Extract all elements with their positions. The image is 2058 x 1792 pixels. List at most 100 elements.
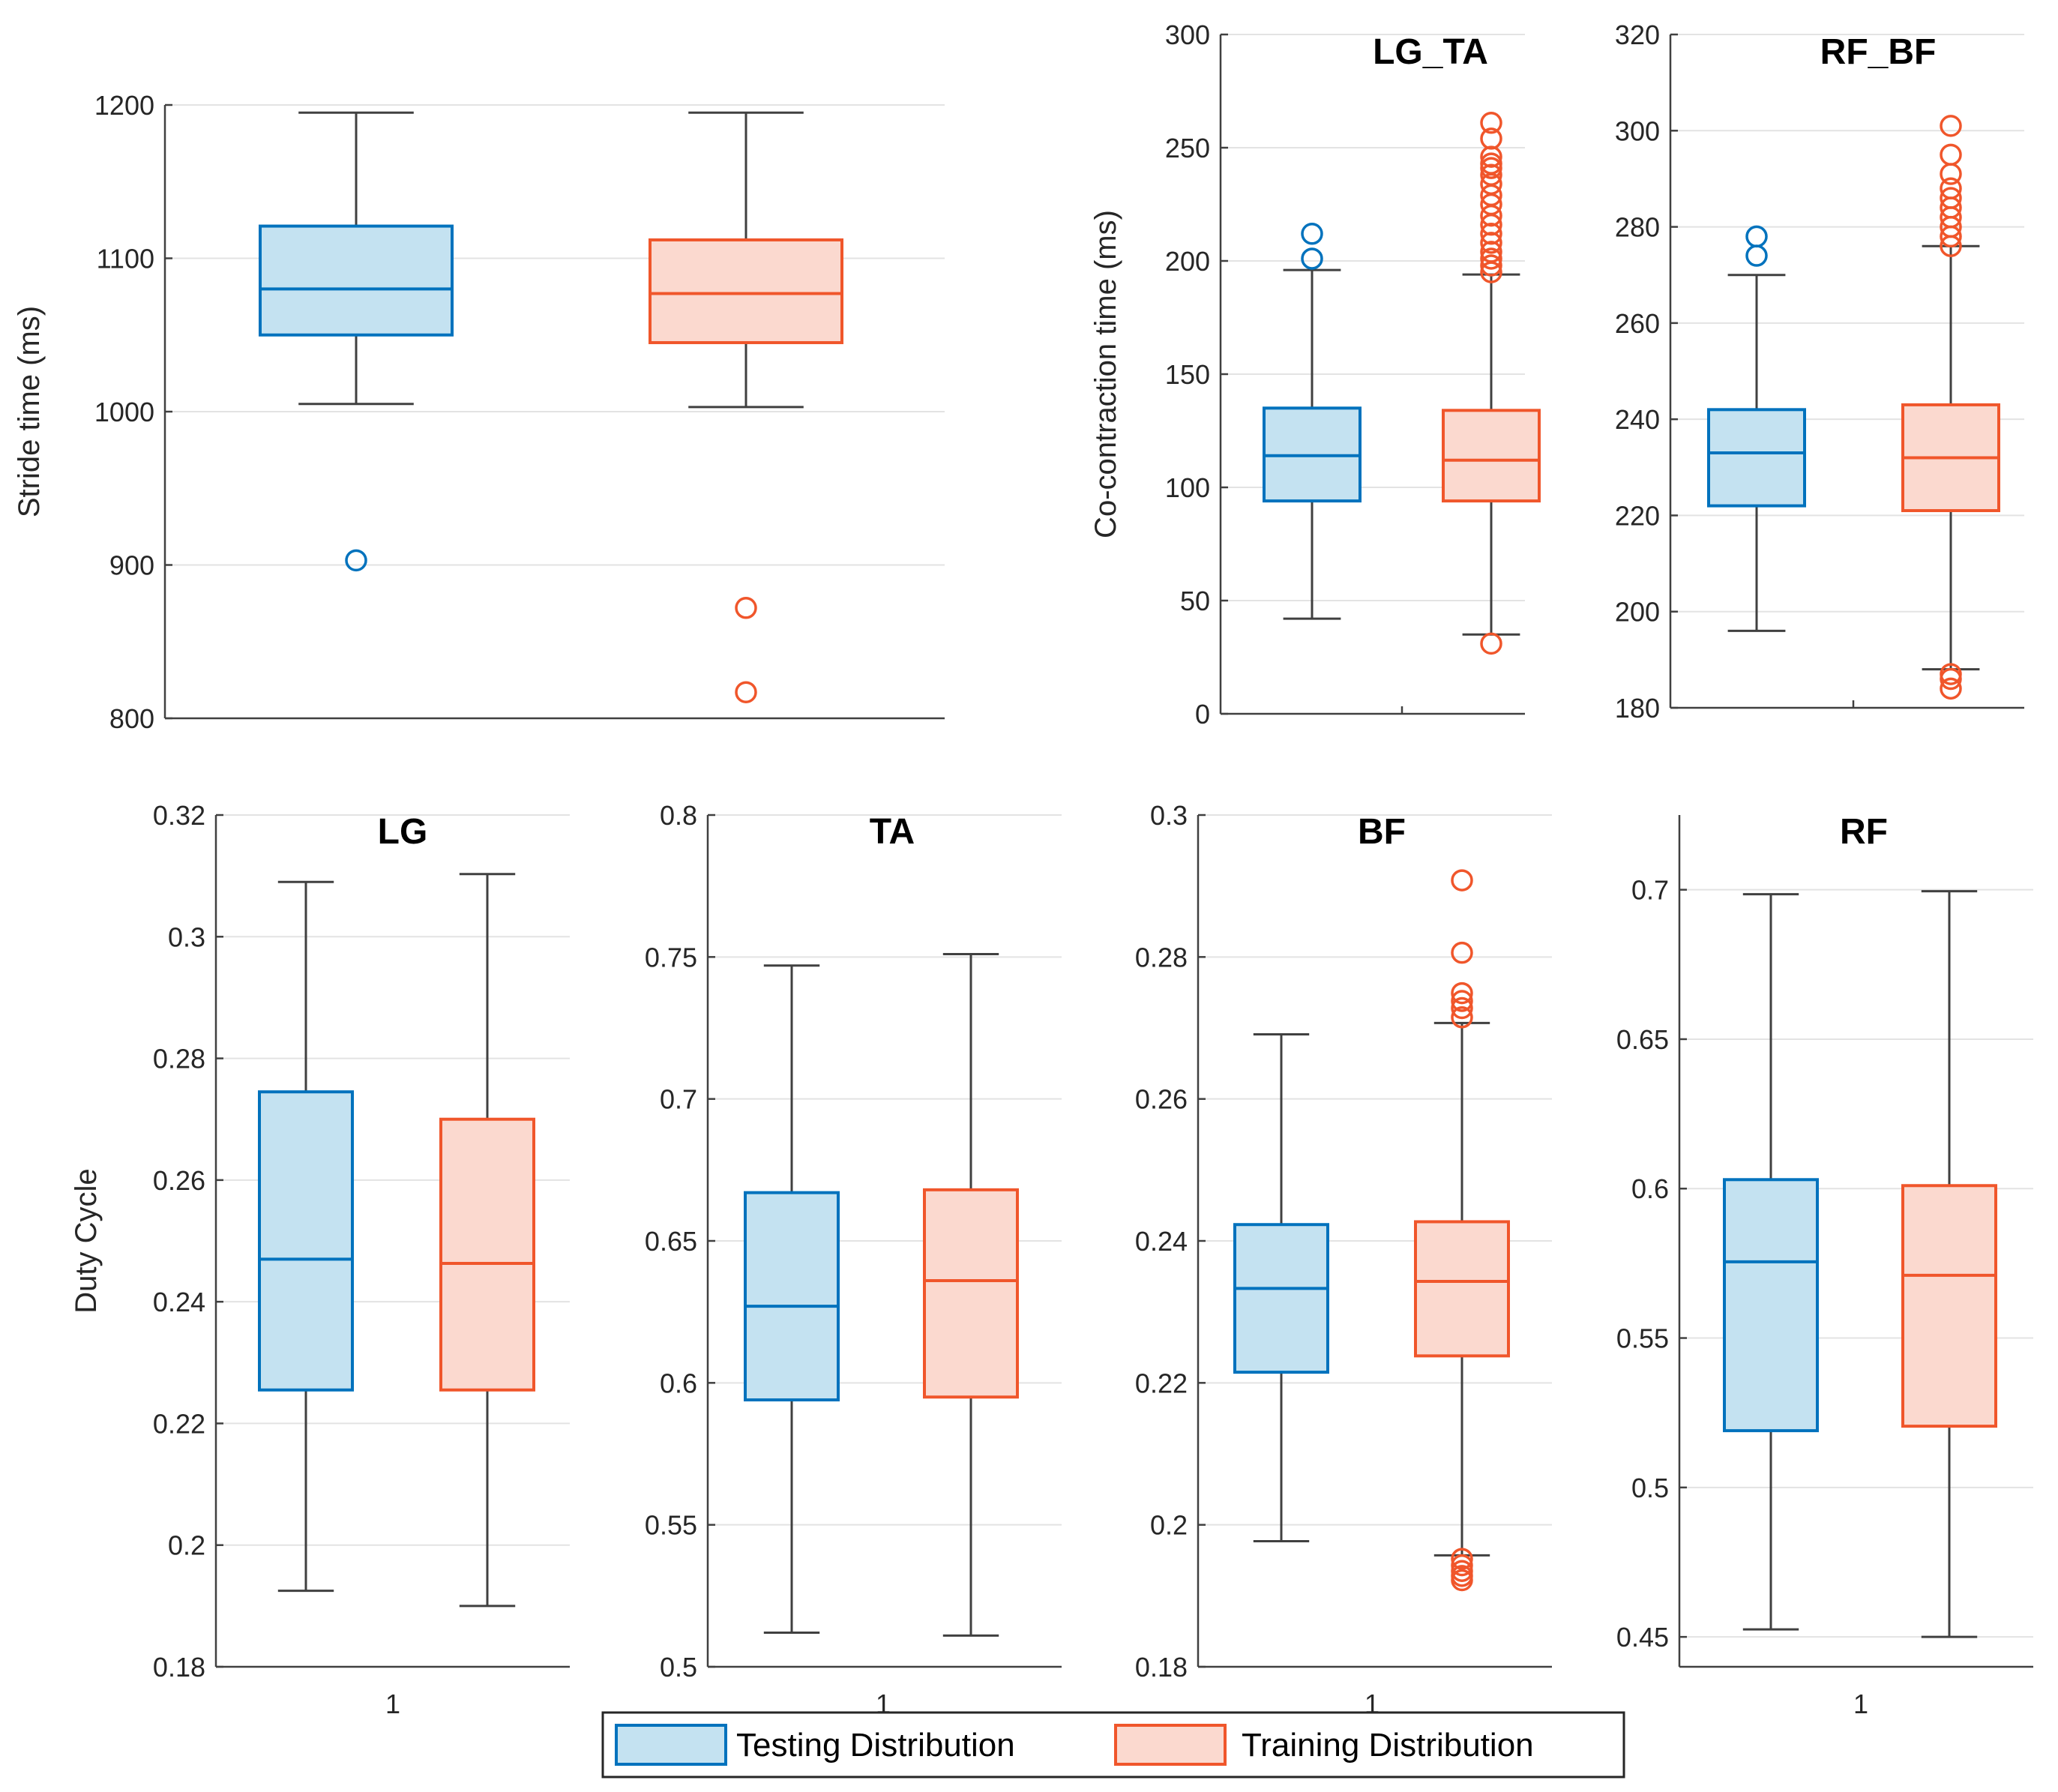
outlier-point [735, 597, 757, 619]
box-training [1901, 890, 1997, 1638]
y-tick-label: 0.8 [660, 800, 697, 831]
outlier-point [1480, 163, 1502, 186]
box-testing [1723, 893, 1819, 1631]
legend-swatch-training [1114, 1724, 1227, 1766]
outlier-point [1480, 632, 1502, 655]
outlier-point [1451, 941, 1473, 964]
legend-swatch-testing [615, 1724, 727, 1766]
outlier-point [1480, 254, 1502, 277]
y-tick-label: 280 [1615, 212, 1660, 243]
legend-label-testing: Testing Distribution [736, 1727, 1015, 1764]
outlier-point [1745, 225, 1768, 248]
y-axis-title: Stride time (ms) [13, 306, 46, 517]
y-tick-label: 180 [1615, 693, 1660, 724]
y-tick-label: 200 [1165, 246, 1210, 277]
outlier-point [1480, 247, 1502, 270]
box-training [923, 953, 1019, 1637]
outlier-point [1480, 241, 1502, 263]
y-axis-title: Co-contraction time (ms) [1089, 210, 1122, 538]
outlier-point [1480, 223, 1502, 245]
y-tick-label: 0.28 [1135, 942, 1188, 972]
y-tick-label: 0.3 [168, 921, 205, 952]
outlier-point [1480, 145, 1502, 168]
box-testing [259, 111, 454, 572]
y-tick-label: 900 [109, 550, 154, 581]
y-tick-label: 0.7 [1631, 875, 1669, 906]
box-testing [1263, 223, 1362, 620]
outlier-point [1940, 663, 1962, 685]
outlier-point [1451, 1548, 1473, 1570]
y-tick-label: 0.18 [1135, 1652, 1188, 1683]
y-tick-label: 250 [1165, 133, 1210, 163]
outlier-point [1940, 187, 1962, 209]
outlier-point [1940, 163, 1962, 185]
y-tick-label: 0.75 [645, 942, 697, 972]
box-training [1442, 112, 1541, 655]
y-tick-label: 300 [1615, 115, 1660, 146]
chart-panel-rfbf: 180 200 220 240 260 280 300 320 RF_BF [1615, 19, 2024, 724]
y-tick-label: 260 [1615, 308, 1660, 339]
y-tick-label: 1200 [94, 90, 154, 121]
y-tick-label: 320 [1615, 19, 1660, 50]
outlier-point [1451, 990, 1473, 1012]
y-tick-label: 50 [1180, 586, 1210, 616]
y-tick-label: 0.5 [1631, 1473, 1669, 1503]
y-axis-title: Duty Cycle [70, 1168, 103, 1313]
y-tick-label: 100 [1165, 472, 1210, 503]
panel-title: BF [1358, 812, 1406, 852]
legend: Testing Distribution Training Distributi… [601, 1711, 1625, 1779]
panel-title: LG [378, 812, 428, 852]
outlier-point [1451, 869, 1473, 892]
outlier-point [1451, 981, 1473, 1005]
y-tick-label: 0.22 [1135, 1368, 1188, 1398]
y-tick-label: 220 [1615, 500, 1660, 531]
outlier-point [1301, 247, 1323, 270]
outlier-point [735, 681, 757, 703]
iqr-box [1707, 408, 1806, 508]
y-tick-label: 0.7 [660, 1084, 697, 1115]
y-tick-label: 0 [1195, 699, 1210, 730]
y-tick-label: 200 [1615, 597, 1660, 628]
y-tick-label: 0.6 [660, 1368, 697, 1398]
iqr-box [744, 1191, 840, 1402]
y-tick-label: 0.18 [153, 1652, 205, 1683]
box-training [649, 111, 843, 703]
iqr-box [1233, 1223, 1329, 1374]
y-tick-label: 1000 [94, 397, 154, 427]
y-tick-label: 0.2 [1150, 1510, 1188, 1541]
iqr-box [258, 1090, 354, 1392]
y-tick-label: 150 [1165, 359, 1210, 390]
outlier-point [1480, 112, 1502, 134]
outlier-point [1480, 232, 1502, 254]
panel-title: RF [1840, 812, 1888, 852]
y-tick-label: 800 [109, 703, 154, 734]
y-tick-label: 300 [1165, 19, 1210, 50]
y-tick-label: 0.32 [153, 800, 205, 831]
y-tick-label: 0.24 [153, 1287, 205, 1317]
y-tick-label: 0.55 [645, 1510, 697, 1541]
y-tick-label: 0.28 [153, 1044, 205, 1074]
outlier-point [345, 549, 367, 572]
y-tick-label: 0.26 [1135, 1084, 1188, 1115]
panel-title: RF_BF [1820, 32, 1937, 72]
outlier-point [1451, 1006, 1473, 1029]
iqr-box [923, 1188, 1019, 1399]
y-tick-label: 0.2 [168, 1530, 205, 1561]
y-tick-label: 1100 [97, 244, 154, 274]
chart-panel-lg: 0.18 0.2 0.22 0.24 0.26 0.28 0.3 0.32 1 Duty Cycl… [70, 800, 570, 1719]
y-tick-label: 0.26 [153, 1165, 205, 1196]
chart-panel-stride: 800 900 1000 1100 1200 Stride time (ms) [13, 90, 945, 734]
box-testing [258, 880, 354, 1593]
y-tick-label: 0.65 [1616, 1024, 1669, 1055]
box-training [1414, 869, 1510, 1592]
outlier-point [1940, 177, 1962, 200]
outlier-point [1451, 1560, 1473, 1582]
box-testing [1707, 225, 1806, 632]
outlier-point [1940, 115, 1962, 137]
x-tick-label: 1 [385, 1689, 400, 1719]
panel-title: TA [870, 812, 915, 852]
iqr-box [1723, 1178, 1819, 1433]
